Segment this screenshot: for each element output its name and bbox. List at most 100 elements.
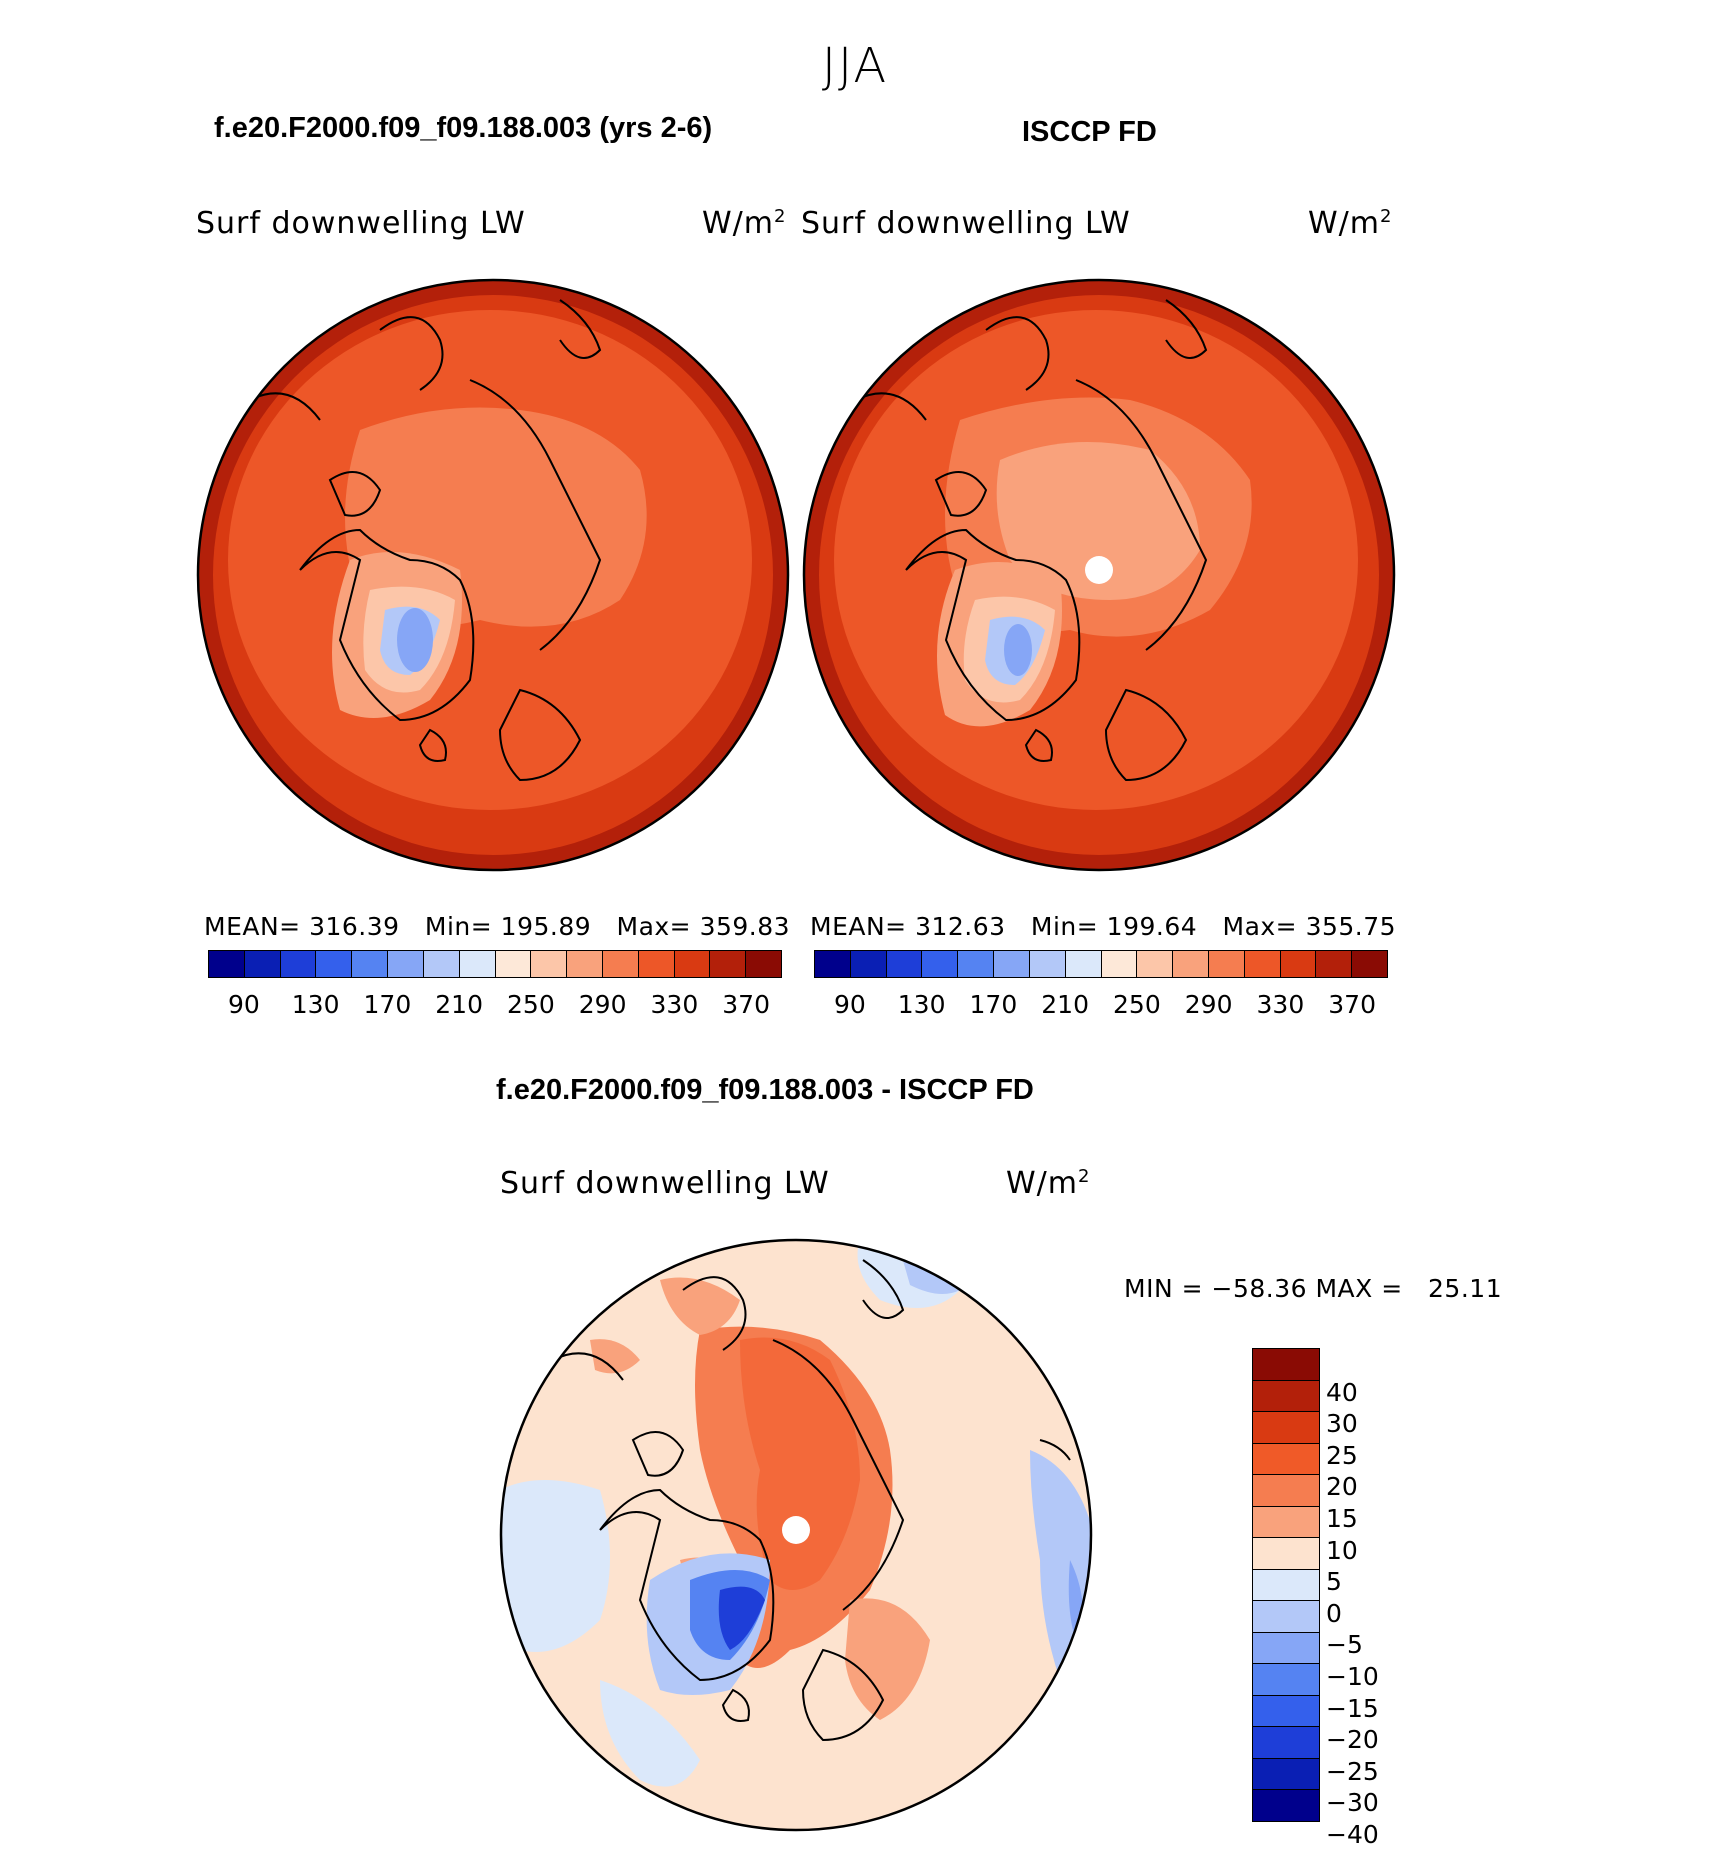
diff-colorbar-swatch	[1253, 1664, 1319, 1696]
diff-colorbar-swatch	[1253, 1569, 1319, 1602]
obs-colorbar-swatch	[1065, 951, 1102, 977]
diff-colorbar-tick-label: 0	[1326, 1598, 1342, 1628]
diff-colorbar-tick-label: 15	[1326, 1504, 1358, 1533]
diff-colorbar-tick-label: 30	[1326, 1409, 1358, 1439]
diff-colorbar-swatch	[1253, 1349, 1319, 1381]
diff-colorbar-swatch	[1253, 1632, 1319, 1665]
diff-colorbar-tick-label: 25	[1326, 1440, 1358, 1470]
model-map	[198, 280, 788, 870]
diff-map	[501, 1240, 1091, 1830]
model-colorbar-swatch	[352, 951, 389, 977]
obs-colorbar-swatch	[1173, 951, 1209, 977]
diff-colorbar-tick-label: 10	[1326, 1535, 1358, 1565]
diff-colorbar-tick-label: 20	[1326, 1472, 1358, 1502]
obs-colorbar-tick-label: 170	[969, 990, 1018, 1019]
diff-colorbar-tick-label: 5	[1326, 1567, 1342, 1597]
obs-panel-title: ISCCP FD	[1022, 116, 1157, 148]
diff-colorbar-tick-label: −25	[1326, 1756, 1379, 1786]
model-colorbar-tick-label: 210	[435, 990, 483, 1019]
model-colorbar-swatch	[567, 951, 603, 977]
obs-colorbar-tick-label: 130	[897, 990, 946, 1019]
diff-colorbar-tick-label: −20	[1326, 1725, 1379, 1755]
model-colorbar-swatch	[746, 951, 781, 977]
model-colorbar-swatch	[280, 951, 317, 977]
diff-colorbar-tick-label: −15	[1326, 1693, 1379, 1723]
model-colorbar-swatch	[674, 951, 711, 977]
obs-colorbar-swatch	[922, 951, 959, 977]
model-colorbar-swatch	[638, 951, 675, 977]
model-colorbar-swatch	[602, 951, 639, 977]
model-colorbar-swatch	[423, 951, 460, 977]
model-colorbar-swatch	[531, 951, 568, 977]
obs-variable-label: Surf downwelling LW	[801, 206, 1131, 241]
diff-colorbar-swatch	[1253, 1538, 1319, 1570]
obs-colorbar-swatch	[1137, 951, 1174, 977]
model-colorbar-tick-label: 250	[507, 990, 555, 1019]
diff-colorbar-swatch	[1253, 1790, 1319, 1821]
diff-colorbar-swatch	[1253, 1380, 1319, 1413]
obs-colorbar-ticks: 90 130 170 210 250 290 330 370	[814, 990, 1388, 1020]
model-colorbar-tick-label: 330	[650, 990, 699, 1019]
diff-colorbar-swatch	[1253, 1475, 1319, 1507]
obs-colorbar-swatch	[1101, 951, 1138, 977]
diff-colorbar-tick-label: −5	[1326, 1630, 1363, 1660]
model-colorbar-swatch	[209, 951, 245, 977]
model-colorbar-tick-label: 370	[722, 990, 770, 1019]
diff-colorbar-tick-label: −30	[1326, 1788, 1379, 1818]
model-colorbar-swatch	[459, 951, 496, 977]
diff-stats: MIN = −58.36 MAX = 25.11	[1124, 1274, 1503, 1303]
diff-panel-title: f.e20.F2000.f09_f09.188.003 - ISCCP FD	[496, 1074, 1034, 1106]
model-colorbar-swatch	[388, 951, 424, 977]
model-stats: MEAN= 316.39 Min= 195.89 Max= 359.83	[204, 912, 791, 941]
diff-colorbar-swatch	[1253, 1727, 1319, 1759]
model-colorbar-swatch	[495, 951, 532, 977]
model-colorbar-tick-label: 130	[291, 990, 340, 1019]
model-colorbar-tick-label: 170	[363, 990, 412, 1019]
diff-colorbar-tick-label: −10	[1326, 1662, 1379, 1691]
model-units-label: W/m2	[702, 206, 787, 241]
obs-colorbar-swatch	[1029, 951, 1066, 977]
obs-colorbar-tick-label: 370	[1328, 990, 1376, 1019]
diff-colorbar-swatch	[1253, 1506, 1319, 1539]
model-colorbar-tick-label: 90	[227, 990, 260, 1019]
obs-colorbar-swatch	[850, 951, 887, 977]
diff-colorbar-swatch	[1253, 1695, 1319, 1728]
model-colorbar-ticks: 90 130 170 210 250 290 330 370	[208, 990, 782, 1020]
obs-colorbar-swatch	[886, 951, 923, 977]
diff-colorbar-swatch	[1253, 1758, 1319, 1791]
obs-units-label: W/m2	[1308, 206, 1393, 241]
obs-colorbar-swatch	[994, 951, 1030, 977]
model-colorbar	[208, 950, 782, 978]
model-panel-title: f.e20.F2000.f09_f09.188.003 (yrs 2-6)	[214, 112, 713, 144]
model-colorbar-swatch	[710, 951, 747, 977]
model-colorbar-swatch	[316, 951, 353, 977]
model-colorbar-tick-label: 290	[578, 990, 627, 1019]
obs-colorbar-tick-label: 210	[1041, 990, 1089, 1019]
obs-colorbar	[814, 950, 1388, 978]
obs-colorbar-swatch	[1208, 951, 1245, 977]
obs-colorbar-tick-label: 330	[1256, 990, 1305, 1019]
obs-colorbar-swatch	[958, 951, 995, 977]
obs-colorbar-swatch	[1352, 951, 1387, 977]
diff-coastlines	[552, 1259, 1071, 1742]
diff-colorbar-swatch	[1253, 1412, 1319, 1444]
obs-colorbar-tick-label: 90	[833, 990, 866, 1019]
model-variable-label: Surf downwelling LW	[196, 206, 526, 241]
diff-colorbar-tick-label: 40	[1326, 1377, 1358, 1407]
model-colorbar-swatch	[244, 951, 281, 977]
diff-colorbar-tick-label: −40	[1326, 1820, 1379, 1849]
model-coastlines	[249, 299, 602, 782]
obs-colorbar-swatch	[1280, 951, 1317, 977]
diff-colorbar-swatch	[1253, 1601, 1319, 1633]
diff-variable-label: Surf downwelling LW	[500, 1166, 830, 1201]
diff-colorbar-ticks: 40 30 25 20 15 10 5 0 −5 −10 −15 −20 −25 −30 −40	[1326, 1348, 1426, 1849]
obs-stats: MEAN= 312.63 Min= 199.64 Max= 355.75	[810, 912, 1397, 941]
obs-colorbar-tick-label: 290	[1184, 990, 1233, 1019]
diff-units-label: W/m2	[1006, 1166, 1091, 1201]
obs-colorbar-swatch	[1316, 951, 1353, 977]
obs-colorbar-swatch	[815, 951, 851, 977]
obs-colorbar-swatch	[1244, 951, 1281, 977]
diff-colorbar-swatch	[1253, 1443, 1319, 1476]
diff-colorbar	[1252, 1348, 1320, 1822]
